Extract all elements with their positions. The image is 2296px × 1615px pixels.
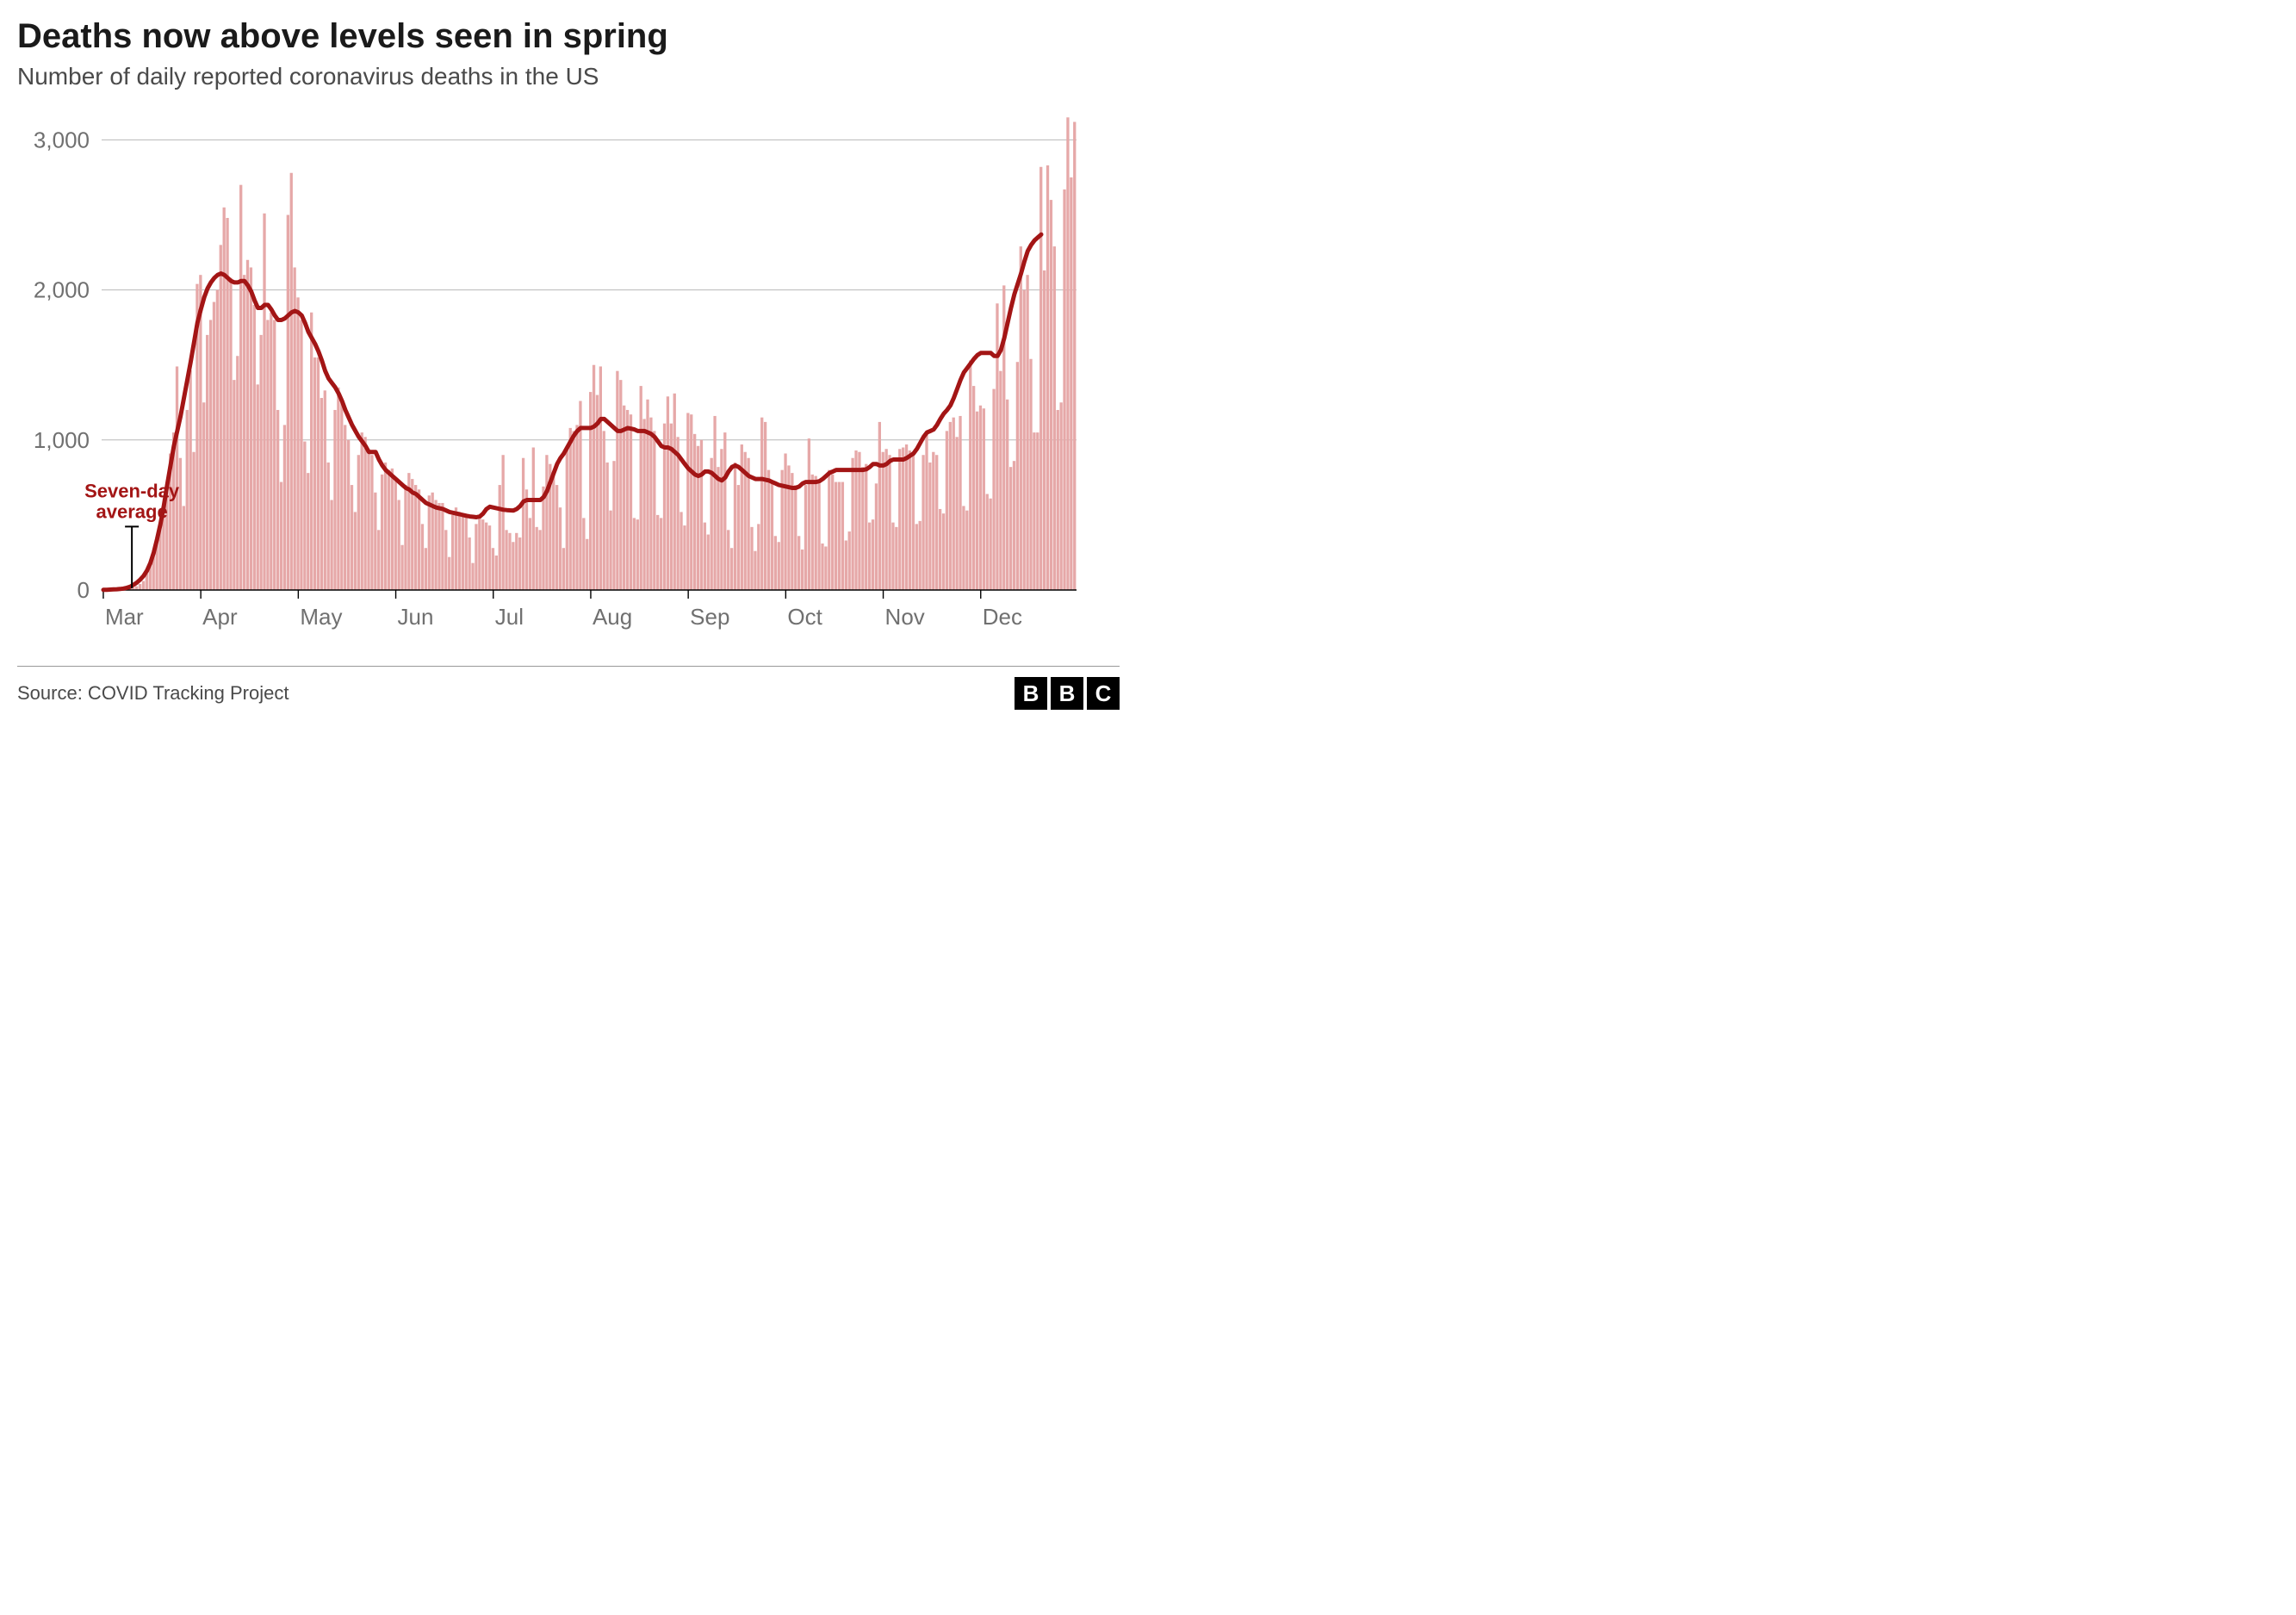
svg-text:Mar: Mar: [105, 604, 144, 630]
chart-title: Deaths now above levels seen in spring: [17, 17, 1120, 56]
bbc-block-b1: B: [1015, 677, 1047, 710]
svg-text:1,000: 1,000: [34, 427, 90, 453]
chart-svg: 0 1,000 2,000 3,000 Mar Apr May Jun Jul Aug Sep Oct…: [17, 108, 1085, 659]
chart-container: Deaths now above levels seen in spring N…: [17, 17, 1120, 710]
svg-text:May: May: [300, 604, 342, 630]
svg-text:0: 0: [78, 577, 90, 603]
plot-area: 0 1,000 2,000 3,000 Mar Apr May Jun Jul Aug Sep Oct…: [17, 108, 1085, 642]
svg-text:2,000: 2,000: [34, 277, 90, 303]
svg-text:Apr: Apr: [202, 604, 238, 630]
svg-text:Jul: Jul: [495, 604, 524, 630]
chart-subtitle: Number of daily reported coronavirus dea…: [17, 63, 1120, 90]
source-text: Source: COVID Tracking Project: [17, 682, 289, 705]
chart-footer: Source: COVID Tracking Project B B C: [17, 666, 1120, 710]
svg-text:Seven-day: Seven-day: [84, 480, 180, 501]
bbc-block-c: C: [1087, 677, 1120, 710]
bbc-logo: B B C: [1015, 677, 1120, 710]
svg-text:Nov: Nov: [885, 604, 925, 630]
svg-text:Oct: Oct: [787, 604, 822, 630]
svg-text:Aug: Aug: [593, 604, 632, 630]
svg-text:Dec: Dec: [983, 604, 1022, 630]
bbc-block-b2: B: [1051, 677, 1083, 710]
svg-text:3,000: 3,000: [34, 127, 90, 152]
svg-text:Jun: Jun: [398, 604, 434, 630]
svg-text:average: average: [96, 500, 168, 522]
svg-text:Sep: Sep: [690, 604, 729, 630]
